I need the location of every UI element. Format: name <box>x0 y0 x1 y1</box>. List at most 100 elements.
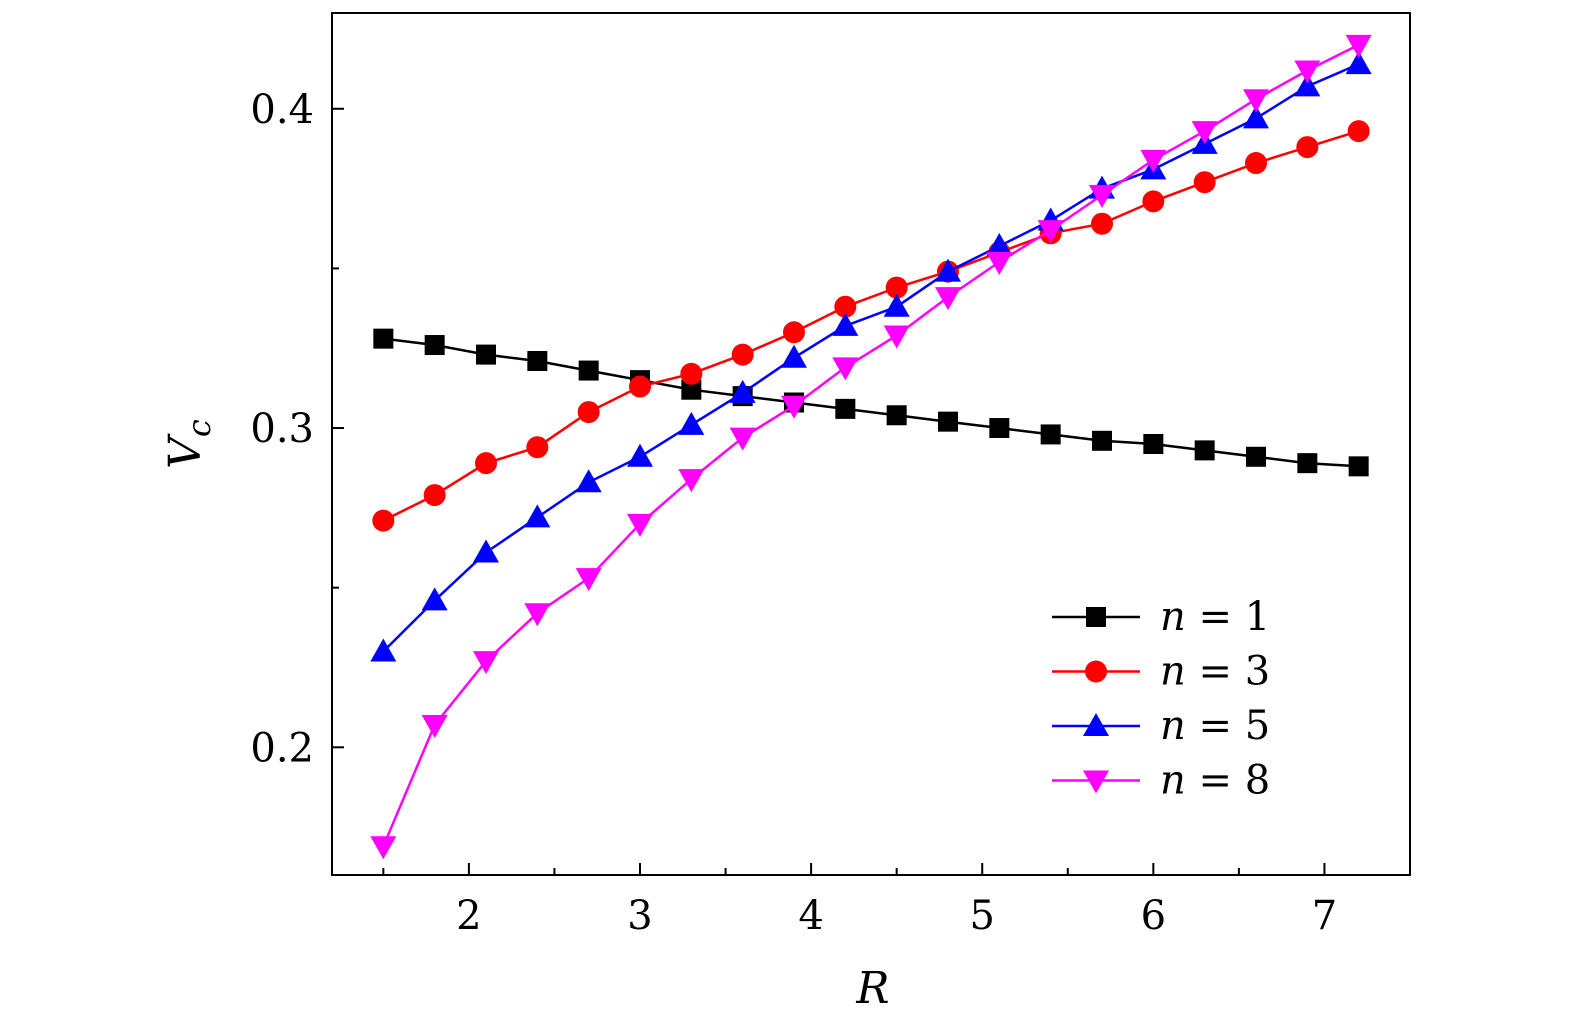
x-axis-title: R <box>855 963 889 1014</box>
data-point <box>421 714 448 738</box>
data-point <box>678 469 705 493</box>
data-point <box>373 328 394 349</box>
data-point <box>1345 51 1372 75</box>
data-point <box>835 398 856 419</box>
data-point <box>526 436 549 459</box>
data-point <box>527 350 548 371</box>
data-point <box>629 375 651 398</box>
legend-label-variable: n <box>1160 703 1186 749</box>
data-point <box>524 603 551 627</box>
data-point <box>781 395 807 419</box>
legend-label-value: = 3 <box>1186 649 1270 695</box>
data-point <box>832 312 859 336</box>
data-point <box>832 357 859 381</box>
data-point <box>1347 120 1370 143</box>
data-point <box>986 252 1013 276</box>
data-point <box>935 258 961 282</box>
data-point <box>938 411 958 432</box>
legend-label-value: = 1 <box>1186 594 1270 640</box>
data-point <box>1092 430 1112 451</box>
data-point <box>935 287 961 311</box>
data-point <box>1194 440 1215 461</box>
series-2 <box>372 120 1370 532</box>
series-3 <box>370 51 1372 662</box>
legend-label-variable: n <box>1160 594 1186 640</box>
legend-label: n = 3 <box>1160 649 1270 695</box>
legend-label: n = 5 <box>1160 703 1270 749</box>
data-point <box>885 276 908 299</box>
legend-label-value: = 5 <box>1186 703 1270 749</box>
legend-item-3: n = 5 <box>1052 703 1270 749</box>
data-point <box>424 335 445 356</box>
legend-item-4: n = 8 <box>1052 758 1270 804</box>
data-point <box>834 295 857 318</box>
x-tick-label: 5 <box>969 893 994 939</box>
y-axis-title-subscript: c <box>180 419 218 437</box>
data-point <box>1040 424 1061 445</box>
data-point <box>1348 456 1369 477</box>
data-point <box>423 484 446 507</box>
data-point <box>886 405 907 426</box>
data-point <box>1142 190 1165 213</box>
data-point <box>681 379 702 400</box>
data-point <box>883 293 910 317</box>
data-point <box>883 325 910 349</box>
data-point <box>1294 73 1321 97</box>
data-point <box>1143 434 1164 454</box>
y-tick-label: 0.2 <box>250 725 314 771</box>
data-point <box>1294 60 1321 84</box>
legend-label-variable: n <box>1160 649 1186 695</box>
data-point <box>781 344 807 368</box>
data-point <box>421 587 448 611</box>
legend-marker <box>1086 607 1106 627</box>
y-tick-label: 0.3 <box>250 406 314 452</box>
data-point <box>1243 105 1269 129</box>
legend-label-value: = 8 <box>1186 758 1270 804</box>
data-point <box>577 401 600 424</box>
legend: n = 1n = 3n = 5n = 8 <box>1052 594 1270 804</box>
data-point <box>731 343 754 366</box>
data-point <box>1246 446 1266 467</box>
data-point <box>1296 136 1319 159</box>
series-4 <box>370 34 1372 860</box>
x-tick-label: 4 <box>798 893 823 939</box>
x-tick-label: 3 <box>627 893 652 939</box>
data-point <box>476 344 496 365</box>
data-point <box>989 418 1010 439</box>
data-point <box>1297 453 1318 474</box>
data-point <box>473 539 499 563</box>
data-point <box>1089 184 1115 208</box>
data-point <box>1091 212 1113 235</box>
data-point <box>678 411 705 435</box>
data-point <box>783 321 805 344</box>
legend-label-variable: n <box>1160 758 1186 804</box>
data-point <box>524 504 551 528</box>
data-point <box>475 452 497 475</box>
y-axis-title-main: V <box>160 433 211 469</box>
x-tick-label: 2 <box>456 893 481 939</box>
legend-marker <box>1083 770 1109 794</box>
data-point <box>370 638 397 662</box>
data-point <box>729 427 756 451</box>
series-layer <box>370 34 1372 860</box>
data-point <box>986 233 1013 257</box>
legend-label: n = 1 <box>1160 594 1270 640</box>
data-point <box>575 568 602 592</box>
legend-label: n = 8 <box>1160 758 1270 804</box>
x-tick-label: 6 <box>1141 893 1166 939</box>
data-point <box>1243 89 1269 113</box>
legend-item-1: n = 1 <box>1052 594 1270 640</box>
data-point <box>1140 149 1167 173</box>
y-tick-label: 0.4 <box>250 87 314 133</box>
data-point <box>370 836 397 860</box>
data-point <box>372 509 395 532</box>
data-point <box>578 360 599 381</box>
data-point <box>473 651 499 675</box>
data-point <box>627 443 653 467</box>
data-point <box>1245 152 1267 175</box>
x-tick-label: 7 <box>1312 893 1337 939</box>
data-point <box>575 469 602 493</box>
plot-area-frame <box>331 12 1411 876</box>
data-point <box>1037 220 1064 244</box>
